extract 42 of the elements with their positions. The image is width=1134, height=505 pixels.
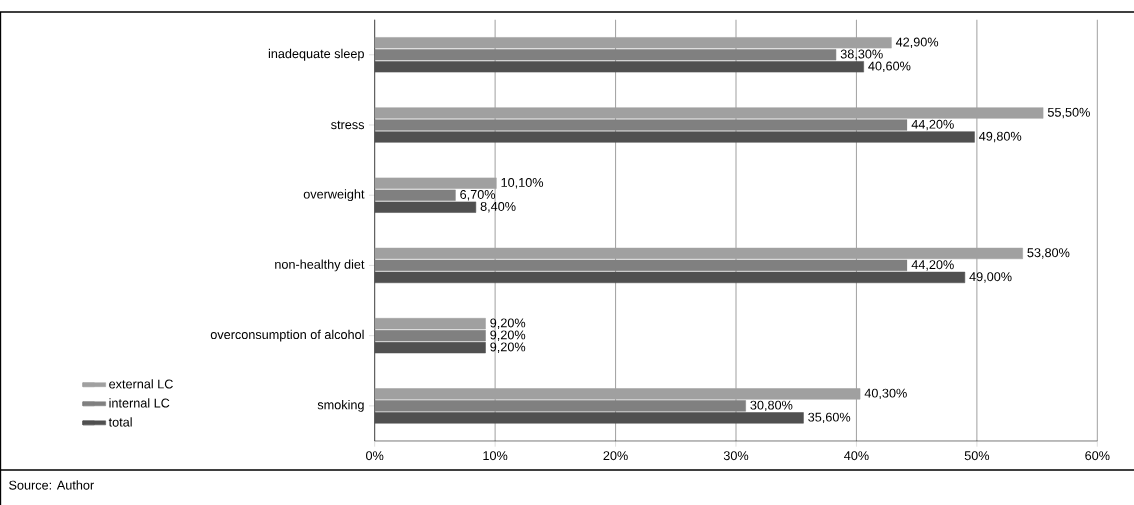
data-label: 40,60% [868,61,911,73]
data-label: 9,20% [490,330,526,341]
y-tick-label: overconsumption of alcohol [210,329,364,342]
x-tick-label: 30% [723,451,749,461]
legend-label: external LC [109,379,173,389]
y-tick-label: inadequate sleep [268,48,364,61]
source-note: Source: Author [9,480,94,490]
data-label: 30,80% [750,400,793,412]
data-label: 42,90% [895,37,939,49]
x-tick-label: 40% [844,451,869,461]
data-label: 49,80% [979,131,1022,143]
data-label: 9,20% [490,318,526,329]
y-tick-label: stress [331,120,365,130]
bar [374,61,864,73]
y-tick-label: non-healthy diet [275,259,365,272]
x-tick-label: 10% [483,451,508,461]
bar [374,318,486,330]
data-label: 8,40% [480,201,516,213]
bar [374,271,966,284]
bar [374,412,804,424]
x-tick-label: 0% [366,451,384,461]
data-label: 40,30% [864,388,907,400]
data-label: 10,10% [501,177,544,189]
x-tick-label: 20% [603,451,628,461]
data-label: 49,00% [969,272,1012,283]
bar [374,131,975,143]
data-label: 35,60% [808,412,851,424]
legend-label: total [108,417,132,427]
data-label: 55,50% [1047,107,1090,119]
x-tick-label: 60% [1085,451,1110,461]
data-label: 44,20% [911,260,954,271]
data-label: 6,70% [460,189,496,201]
data-label: 38,30% [840,49,883,61]
y-tick-label: smoking [317,399,364,412]
legend-label: internal LC [109,398,170,408]
data-label: 53,80% [1027,248,1070,259]
data-label: 44,20% [911,119,954,131]
data-label: 9,20% [490,342,526,353]
bar [374,342,486,354]
x-tick-label: 50% [964,451,990,461]
y-tick-label: overweight [303,189,365,202]
bar [374,201,477,213]
